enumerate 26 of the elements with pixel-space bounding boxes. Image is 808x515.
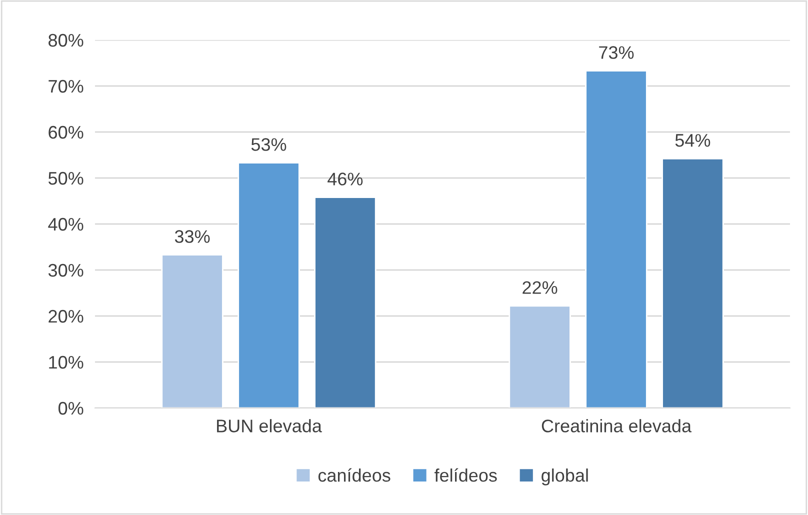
y-tick-label: 10%: [49, 356, 84, 369]
y-tick-label: 40%: [48, 218, 84, 231]
y-tick-label: 0%: [58, 402, 84, 415]
bar: [314, 196, 376, 408]
bar: [238, 162, 300, 408]
data-label: 22%: [522, 281, 558, 294]
bar: [585, 70, 648, 408]
data-label: 46%: [328, 172, 363, 186]
y-tick-label: 20%: [48, 310, 84, 323]
bar: [662, 158, 724, 408]
legend-label: global: [542, 468, 588, 486]
x-tick-label: BUN elevada: [217, 419, 322, 432]
data-label: 33%: [174, 230, 210, 243]
legend-label: canídeos: [318, 468, 390, 482]
data-label: 73%: [599, 46, 634, 59]
y-tick-label: 70%: [48, 80, 84, 93]
bar: [508, 305, 571, 408]
y-tick-label: 30%: [48, 264, 84, 277]
y-tick-label: 50%: [48, 172, 84, 185]
data-label: 54%: [675, 134, 710, 147]
data-label: 53%: [251, 138, 286, 151]
legend-label: felídeos: [434, 468, 497, 482]
x-tick-label: Creatinina elevada: [542, 419, 692, 432]
y-tick-label: 60%: [48, 126, 84, 139]
y-tick-label: 80%: [48, 34, 84, 47]
bar: [161, 254, 224, 408]
